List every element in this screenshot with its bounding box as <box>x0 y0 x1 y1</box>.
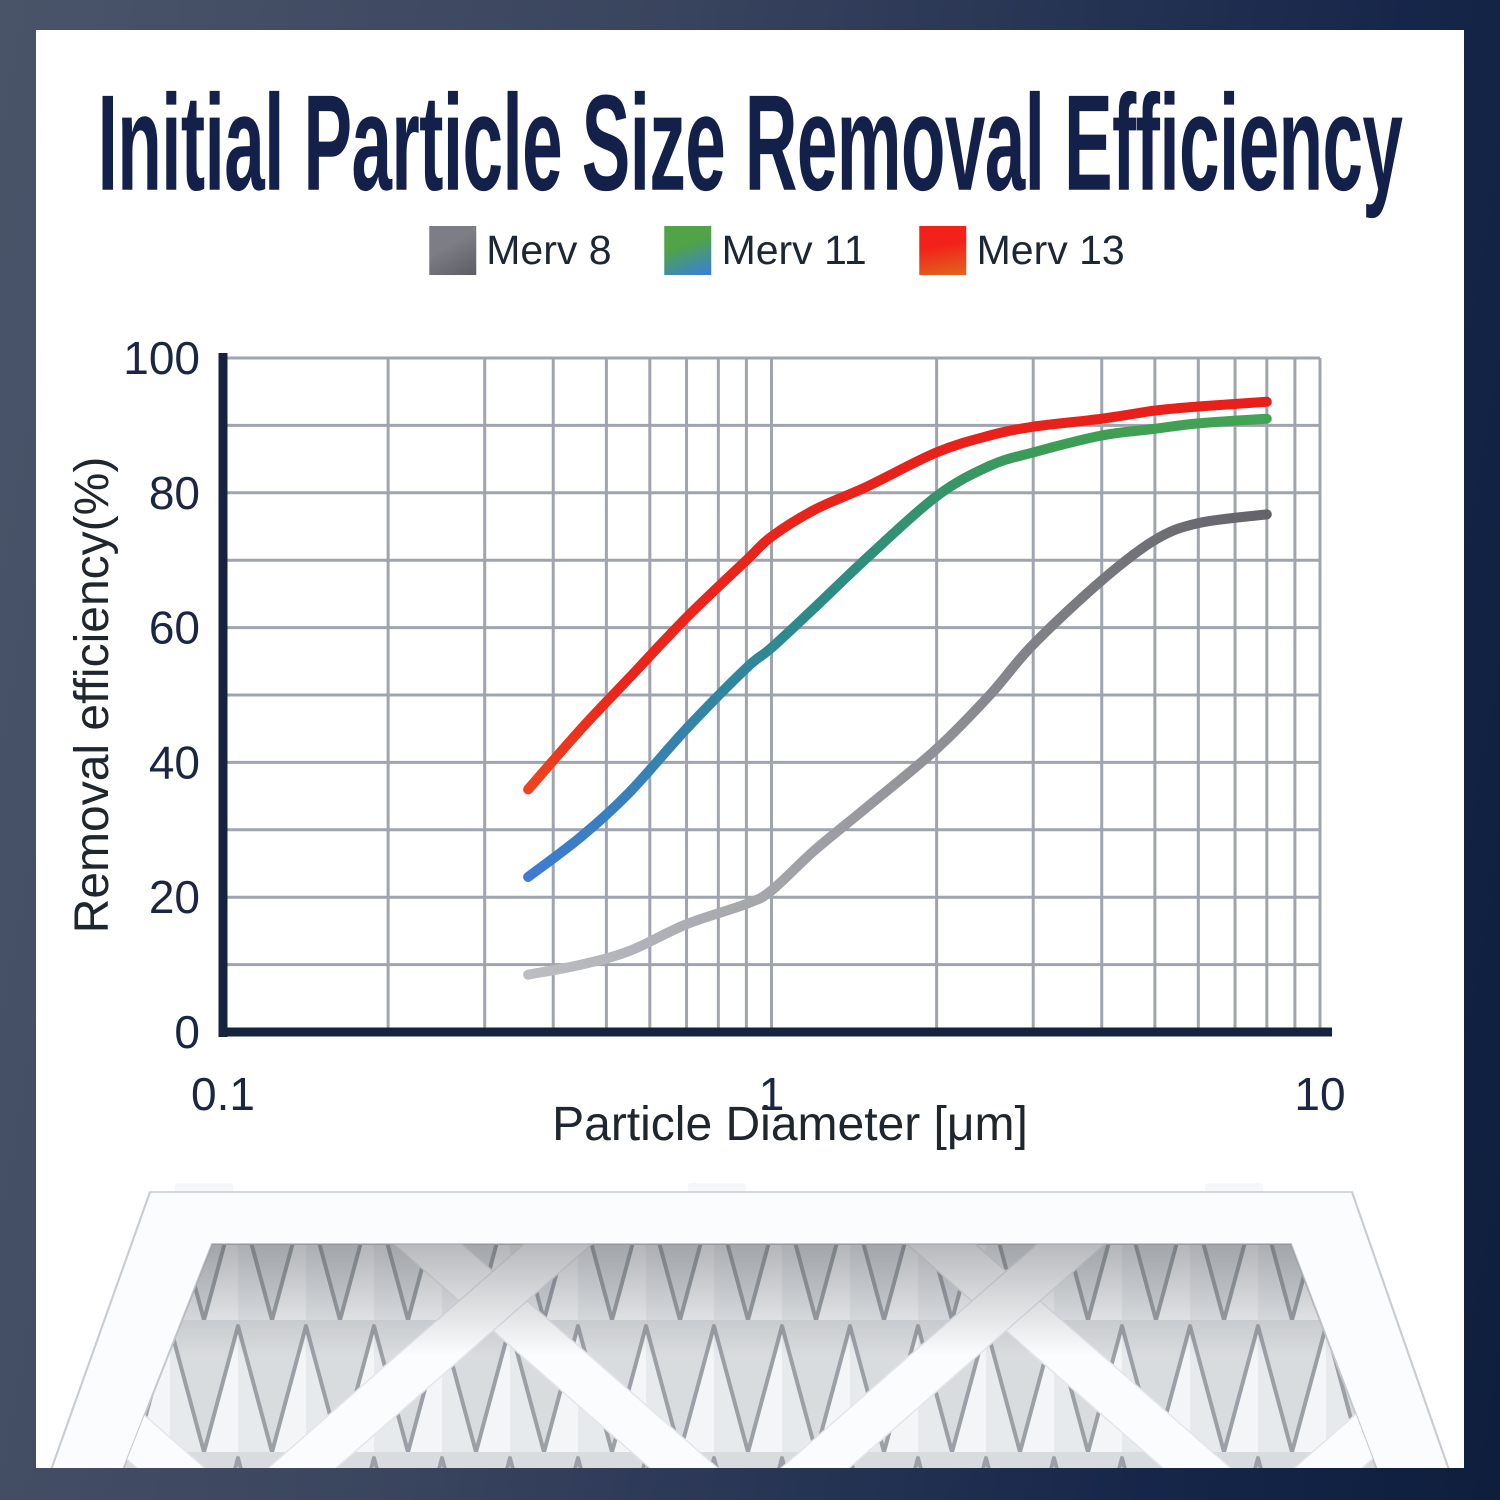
content-card: Initial Particle Size Removal Efficiency… <box>36 30 1464 1468</box>
y-tick-label: 80 <box>149 467 200 519</box>
plot-area: 0 20 40 60 80 100 0.1 1 10 <box>123 332 1345 1120</box>
x-axis-title: Particle Diameter [μm] <box>552 1098 1028 1151</box>
x-tick-label: 0.1 <box>191 1068 255 1120</box>
x-axis-line <box>218 1027 1332 1037</box>
filter-frame-edge-left <box>50 1191 151 1468</box>
y-tick-label: 20 <box>149 871 200 923</box>
legend-label-merv11: Merv 11 <box>721 227 867 273</box>
y-tick-label: 40 <box>149 736 200 788</box>
air-filter-photo <box>50 1183 1450 1468</box>
efficiency-chart: 0 20 40 60 80 100 0.1 1 10 Removal efficiency(%)… <box>50 332 1450 1468</box>
series-line-merv8 <box>523 509 1272 980</box>
x-tick-label: 1 <box>759 1068 785 1120</box>
page-title: Initial Particle Size Removal Efficiency <box>97 65 1403 220</box>
series-line-merv11 <box>523 413 1272 882</box>
legend-item-merv8: Merv 8 <box>429 226 612 275</box>
y-tick-label: 0 <box>174 1006 200 1058</box>
y-axis-line <box>218 353 228 1037</box>
legend-swatch-merv8-icon <box>429 226 477 275</box>
legend-swatch-merv11-icon <box>664 226 712 275</box>
y-tick-label: 60 <box>149 602 200 654</box>
legend-item-merv13: Merv 13 <box>919 226 1125 275</box>
chart-legend: Merv 8 Merv 11 Merv 13 <box>429 226 1125 275</box>
legend-item-merv11: Merv 11 <box>664 226 867 275</box>
filter-frame-edge-right <box>1351 1191 1450 1468</box>
legend-swatch-merv13-icon <box>919 226 967 275</box>
x-tick-label: 10 <box>1294 1068 1345 1120</box>
legend-label-merv8: Merv 8 <box>486 227 612 273</box>
series-line-merv13 <box>523 396 1272 795</box>
legend-label-merv13: Merv 13 <box>976 227 1125 273</box>
y-axis-title: Removal efficiency(%) <box>66 457 119 934</box>
y-tick-label: 100 <box>123 332 200 384</box>
